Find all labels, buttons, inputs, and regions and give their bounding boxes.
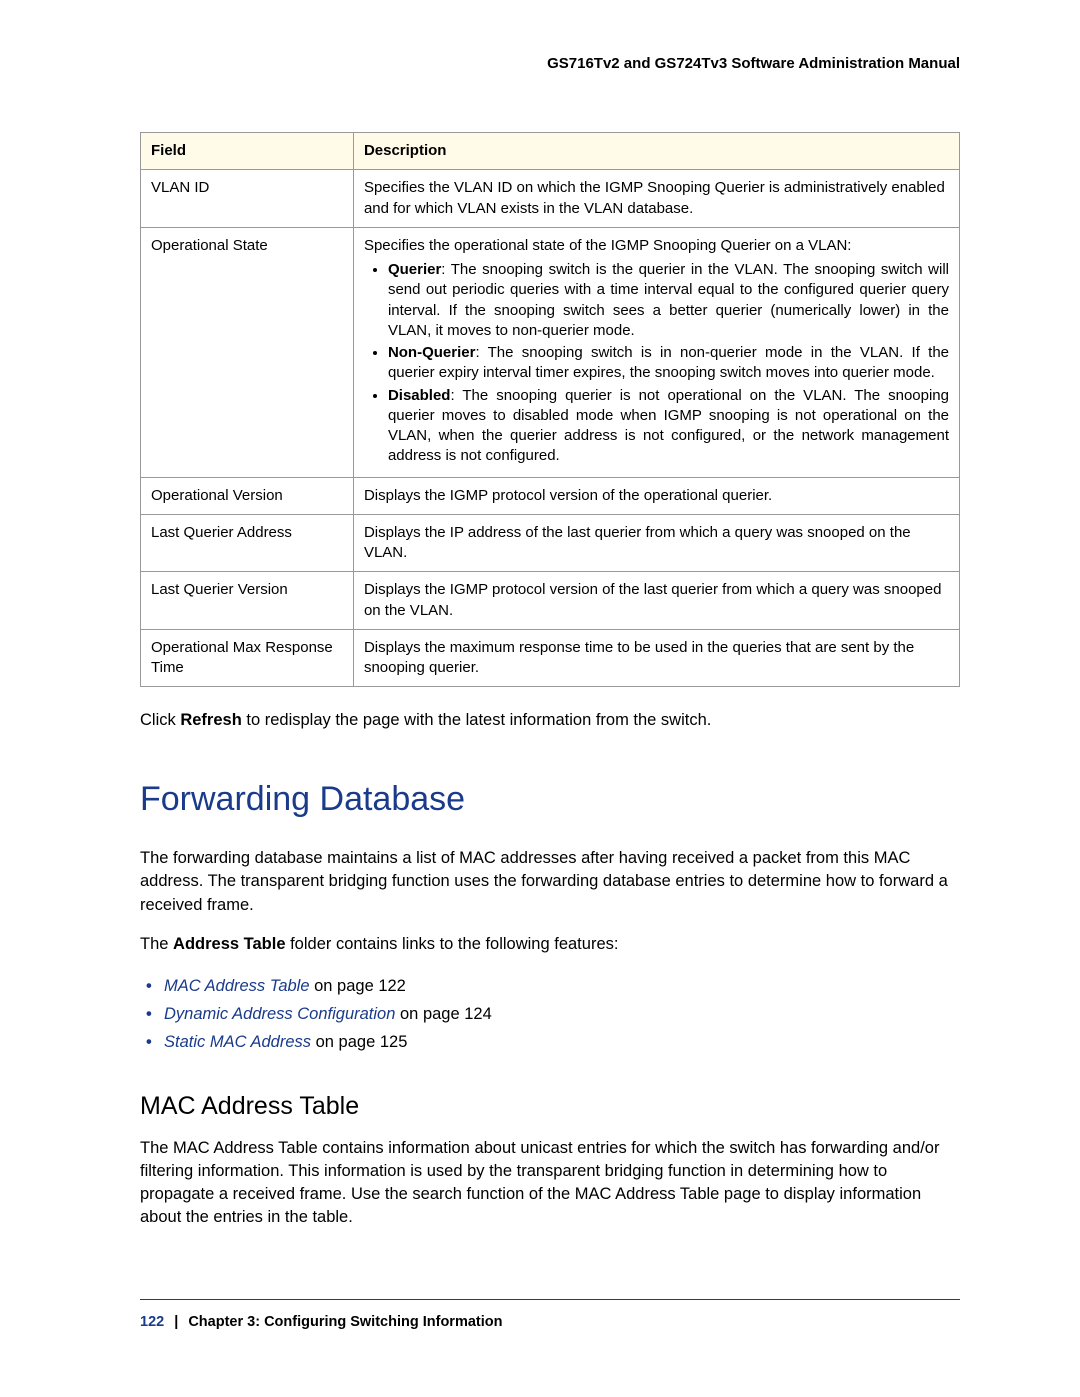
cell-field: Operational Max Response Time xyxy=(141,629,354,687)
link-dynamic-address-config[interactable]: Dynamic Address Configuration xyxy=(164,1005,395,1023)
link-mac-address-table[interactable]: MAC Address Table xyxy=(164,977,310,995)
col-header-field: Field xyxy=(141,133,354,170)
cell-desc: Displays the maximum response time to be… xyxy=(353,629,959,687)
cell-desc: Displays the IGMP protocol version of th… xyxy=(353,572,959,630)
link-static-mac-address[interactable]: Static MAC Address xyxy=(164,1033,311,1051)
col-header-description: Description xyxy=(353,133,959,170)
cell-desc: Displays the IP address of the last quer… xyxy=(353,514,959,572)
field-description-table: Field Description VLAN ID Specifies the … xyxy=(140,132,960,687)
link-suffix: on page 124 xyxy=(395,1005,491,1023)
table-header-row: Field Description xyxy=(141,133,960,170)
section1-para1: The forwarding database maintains a list… xyxy=(140,847,960,916)
bullet-term: Querier xyxy=(388,261,441,278)
desc-bullet-list: Querier: The snooping switch is the quer… xyxy=(364,260,949,467)
cell-desc: Specifies the operational state of the I… xyxy=(353,227,959,477)
bullet-term: Disabled xyxy=(388,387,451,404)
desc-intro: Specifies the operational state of the I… xyxy=(364,237,852,254)
table-row: Last Querier Version Displays the IGMP p… xyxy=(141,572,960,630)
bullet-text: : The snooping switch is the querier in … xyxy=(388,261,949,339)
table-row: VLAN ID Specifies the VLAN ID on which t… xyxy=(141,170,960,228)
table-row: Operational Max Response Time Displays t… xyxy=(141,629,960,687)
document-page: GS716Tv2 and GS724Tv3 Software Administr… xyxy=(0,0,1080,1370)
table-row: Operational State Specifies the operatio… xyxy=(141,227,960,477)
feature-link-list: MAC Address Table on page 122 Dynamic Ad… xyxy=(140,972,960,1056)
cell-desc: Displays the IGMP protocol version of th… xyxy=(353,477,959,514)
footer-separator: | xyxy=(174,1314,178,1330)
text-pre: The xyxy=(140,935,173,953)
footer-rule xyxy=(140,1299,960,1300)
refresh-instruction: Click Refresh to redisplay the page with… xyxy=(140,709,960,732)
table-row: Last Querier Address Displays the IP add… xyxy=(141,514,960,572)
refresh-bold: Refresh xyxy=(180,711,241,729)
document-header: GS716Tv2 and GS724Tv3 Software Administr… xyxy=(140,55,960,72)
cell-field: Operational State xyxy=(141,227,354,477)
section2-para: The MAC Address Table contains informati… xyxy=(140,1137,960,1229)
cell-field: Last Querier Address xyxy=(141,514,354,572)
list-item: Static MAC Address on page 125 xyxy=(164,1028,960,1056)
bullet-text: : The snooping querier is not operationa… xyxy=(388,387,949,465)
address-table-bold: Address Table xyxy=(173,935,285,953)
text-pre: Click xyxy=(140,711,180,729)
list-item: Non-Querier: The snooping switch is in n… xyxy=(388,343,949,384)
link-suffix: on page 125 xyxy=(311,1033,407,1051)
link-suffix: on page 122 xyxy=(310,977,406,995)
cell-field: Last Querier Version xyxy=(141,572,354,630)
section-heading-forwarding-database: Forwarding Database xyxy=(140,780,960,819)
list-item: Querier: The snooping switch is the quer… xyxy=(388,260,949,341)
text-post: to redisplay the page with the latest in… xyxy=(242,711,712,729)
cell-field: Operational Version xyxy=(141,477,354,514)
cell-field: VLAN ID xyxy=(141,170,354,228)
page-number: 122 xyxy=(140,1314,164,1330)
page-footer: 122 | Chapter 3: Configuring Switching I… xyxy=(140,1314,960,1330)
section1-para2: The Address Table folder contains links … xyxy=(140,933,960,956)
bullet-term: Non-Querier xyxy=(388,344,476,361)
list-item: Dynamic Address Configuration on page 12… xyxy=(164,1000,960,1028)
chapter-label: Chapter 3: Configuring Switching Informa… xyxy=(188,1314,502,1330)
table-row: Operational Version Displays the IGMP pr… xyxy=(141,477,960,514)
cell-desc: Specifies the VLAN ID on which the IGMP … xyxy=(353,170,959,228)
list-item: Disabled: The snooping querier is not op… xyxy=(388,386,949,467)
text-post: folder contains links to the following f… xyxy=(286,935,619,953)
section-heading-mac-address-table: MAC Address Table xyxy=(140,1092,960,1121)
list-item: MAC Address Table on page 122 xyxy=(164,972,960,1000)
